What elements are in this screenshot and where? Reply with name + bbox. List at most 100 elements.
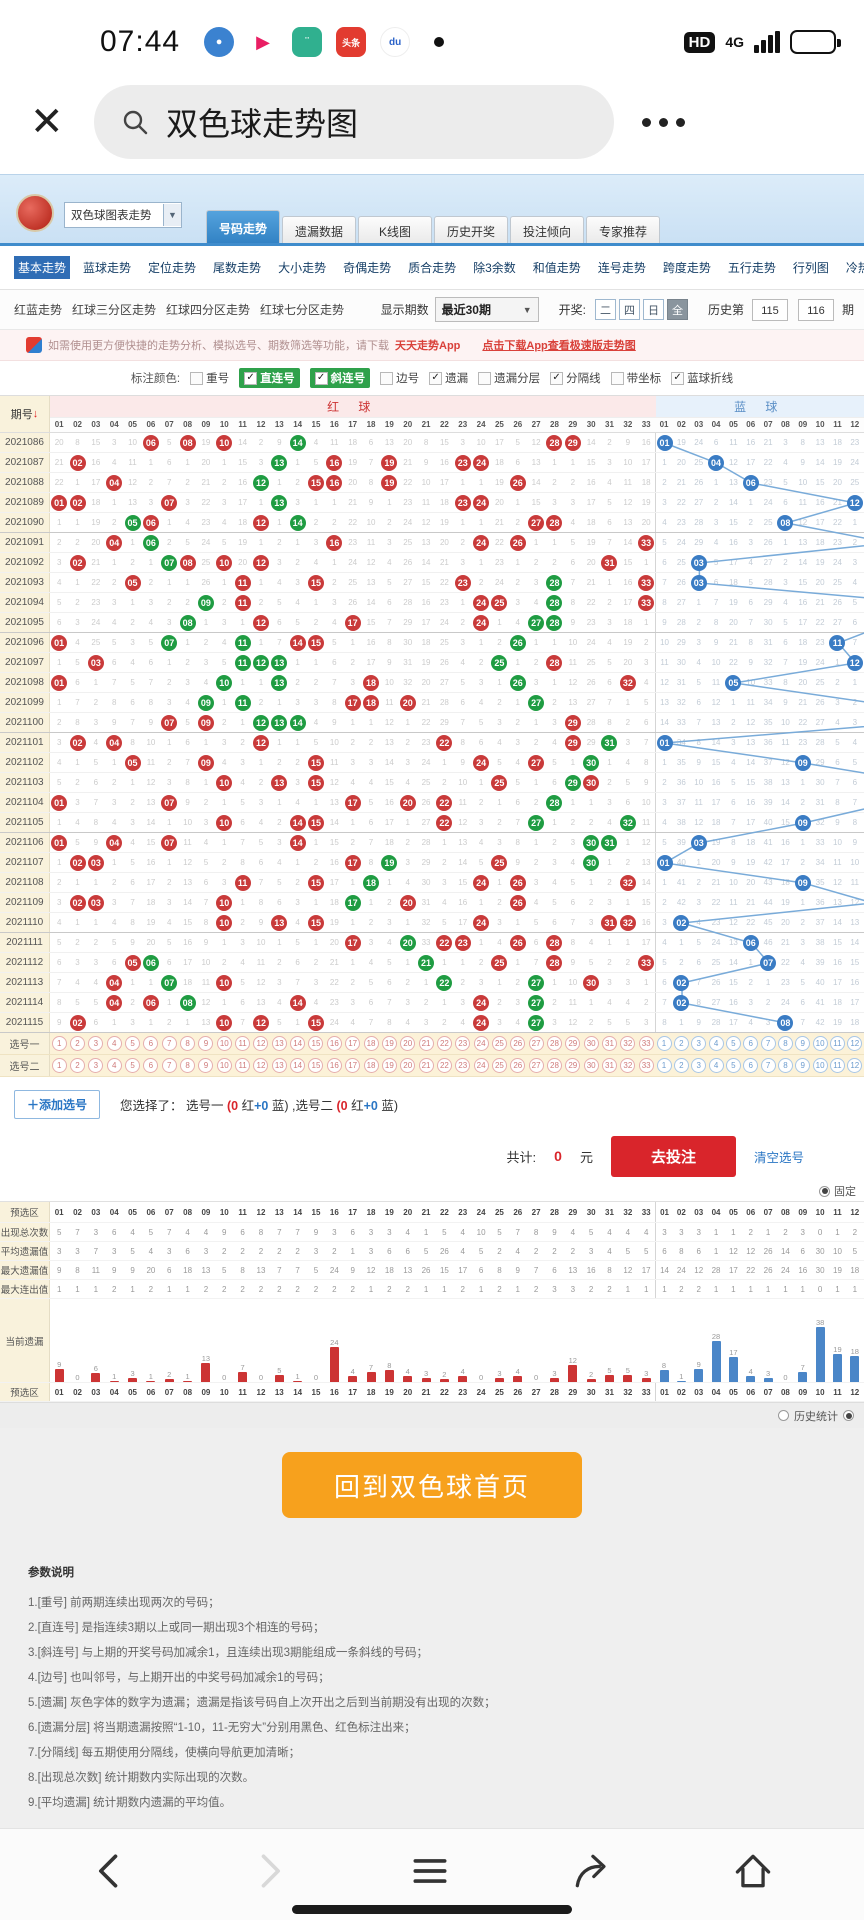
pick-red-22[interactable]: 22 [436,1036,452,1051]
share-icon[interactable] [569,1849,615,1893]
pick-red-16[interactable]: 16 [326,1058,342,1073]
pick-red-9[interactable]: 9 [198,1036,214,1051]
subnav-和值走势[interactable]: 和值走势 [532,261,581,275]
menu-icon[interactable] [407,1849,453,1893]
pick-red-28[interactable]: 28 [546,1036,562,1051]
pick-red-3[interactable]: 3 [88,1058,104,1073]
subnav-连号走势[interactable]: 连号走势 [597,261,646,275]
mark-option-遗漏分层[interactable]: 遗漏分层 [478,370,540,386]
close-icon[interactable]: ✕ [30,100,64,144]
subnav-跨度走势[interactable]: 跨度走势 [662,261,711,275]
pick-blue-8[interactable]: 8 [777,1036,793,1051]
pick-red-8[interactable]: 8 [180,1036,196,1051]
pick-red-18[interactable]: 18 [363,1036,379,1051]
tab-遗漏数据[interactable]: 遗漏数据 [282,216,356,246]
pick-blue-12[interactable]: 12 [847,1036,863,1051]
pick-blue-4[interactable]: 4 [708,1058,724,1073]
pick-red-3[interactable]: 3 [88,1036,104,1051]
place-bet-button[interactable]: 去投注 [610,1135,736,1177]
tab-K线图[interactable]: K线图 [358,216,432,246]
pick-red-11[interactable]: 11 [235,1036,251,1051]
subnav-尾数走势[interactable]: 尾数走势 [213,261,262,275]
draw-day-全[interactable]: 全 [666,299,688,320]
pick-red-9[interactable]: 9 [198,1058,214,1073]
tab-历史开奖[interactable]: 历史开奖 [434,216,508,246]
subnav-蓝球走势[interactable]: 蓝球走势 [83,261,132,275]
history-stat-radio[interactable] [778,1410,789,1421]
pick-red-5[interactable]: 5 [125,1058,141,1073]
pick-red-29[interactable]: 29 [565,1058,581,1073]
pick-red-8[interactable]: 8 [180,1058,196,1073]
pick-red-1[interactable]: 1 [51,1058,67,1073]
pick-blue-2[interactable]: 2 [673,1058,689,1073]
pick-blue-11[interactable]: 11 [829,1058,845,1073]
tab-号码走势[interactable]: 号码走势 [206,210,280,246]
subnav-奇偶走势[interactable]: 奇偶走势 [343,261,392,275]
pick-red-27[interactable]: 27 [528,1058,544,1073]
pick-red-6[interactable]: 6 [143,1058,159,1073]
pick-red-29[interactable]: 29 [565,1036,581,1051]
pick-red-13[interactable]: 13 [271,1058,287,1073]
subnav-除3余数[interactable]: 除3余数 [473,261,516,275]
pick-blue-9[interactable]: 9 [795,1058,811,1073]
history-to-input[interactable]: 116 [797,298,834,321]
pick-blue-10[interactable]: 10 [812,1036,828,1051]
pick-red-23[interactable]: 23 [455,1036,471,1051]
clear-selection-button[interactable]: 清空选号 [753,1150,804,1165]
pick-blue-9[interactable]: 9 [795,1036,811,1051]
pick-blue-5[interactable]: 5 [725,1058,741,1073]
pick-red-19[interactable]: 19 [381,1036,397,1051]
pick-red-12[interactable]: 12 [253,1036,269,1051]
draw-day-四[interactable]: 四 [618,299,640,320]
mark-option-分隔线[interactable]: ✓ 分隔线 [550,370,601,386]
pick-red-33[interactable]: 33 [638,1036,654,1051]
subnav-质合走势[interactable]: 质合走势 [408,261,457,275]
pick-red-33[interactable]: 33 [638,1058,654,1073]
history-from-input[interactable]: 115 [751,298,788,321]
pick-red-14[interactable]: 14 [290,1058,306,1073]
pick-red-25[interactable]: 25 [491,1058,507,1073]
back-icon[interactable] [88,1849,132,1893]
pick-red-7[interactable]: 7 [161,1036,177,1051]
pick-red-32[interactable]: 32 [620,1058,636,1073]
add-selection-button[interactable]: ＋添加选号 [14,1089,101,1119]
mark-option-边号[interactable]: 边号 [380,370,419,386]
subnav-基本走势[interactable]: 基本走势 [14,256,71,279]
pick-red-1[interactable]: 1 [51,1036,67,1051]
tab-投注倾向[interactable]: 投注倾向 [510,216,584,246]
draw-day-日[interactable]: 日 [642,299,664,320]
pick-red-30[interactable]: 30 [583,1036,599,1051]
pick-red-15[interactable]: 15 [308,1058,324,1073]
toolbar-link-红蓝走势[interactable]: 红蓝走势 [14,302,63,317]
pick-red-31[interactable]: 31 [601,1058,617,1073]
pick-red-16[interactable]: 16 [326,1036,342,1051]
pick-red-7[interactable]: 7 [161,1058,177,1073]
pick-red-30[interactable]: 30 [583,1058,599,1073]
pick-red-24[interactable]: 24 [473,1036,489,1051]
pick-red-12[interactable]: 12 [253,1058,269,1073]
subnav-行列图[interactable]: 行列图 [792,261,829,275]
pick-red-20[interactable]: 20 [400,1058,416,1073]
toolbar-link-红球四分区走势[interactable]: 红球四分区走势 [166,302,251,317]
chart-type-select[interactable]: 双色球图表走势 ▼ [64,202,182,228]
pick-red-2[interactable]: 2 [70,1058,86,1073]
pick-blue-4[interactable]: 4 [708,1036,724,1051]
fixed-radio-2[interactable] [843,1410,854,1421]
pick-red-6[interactable]: 6 [143,1036,159,1051]
pick-blue-6[interactable]: 6 [743,1058,759,1073]
fixed-radio[interactable] [819,1185,830,1197]
subnav-大小走势[interactable]: 大小走势 [278,261,327,275]
pick-blue-7[interactable]: 7 [760,1036,776,1051]
pick-blue-8[interactable]: 8 [777,1058,793,1073]
pick-blue-5[interactable]: 5 [725,1036,741,1051]
search-input[interactable]: 双色球走势图 [94,85,614,159]
toolbar-link-红球七分区走势[interactable]: 红球七分区走势 [260,302,345,317]
pick-red-17[interactable]: 17 [345,1036,361,1051]
pick-red-26[interactable]: 26 [510,1058,526,1073]
more-menu-icon[interactable] [642,117,685,127]
pick-blue-1[interactable]: 1 [656,1036,672,1051]
pick-red-21[interactable]: 21 [418,1036,434,1051]
pick-red-27[interactable]: 27 [528,1036,544,1051]
pick-red-10[interactable]: 10 [216,1036,232,1051]
pick-red-23[interactable]: 23 [455,1058,471,1073]
